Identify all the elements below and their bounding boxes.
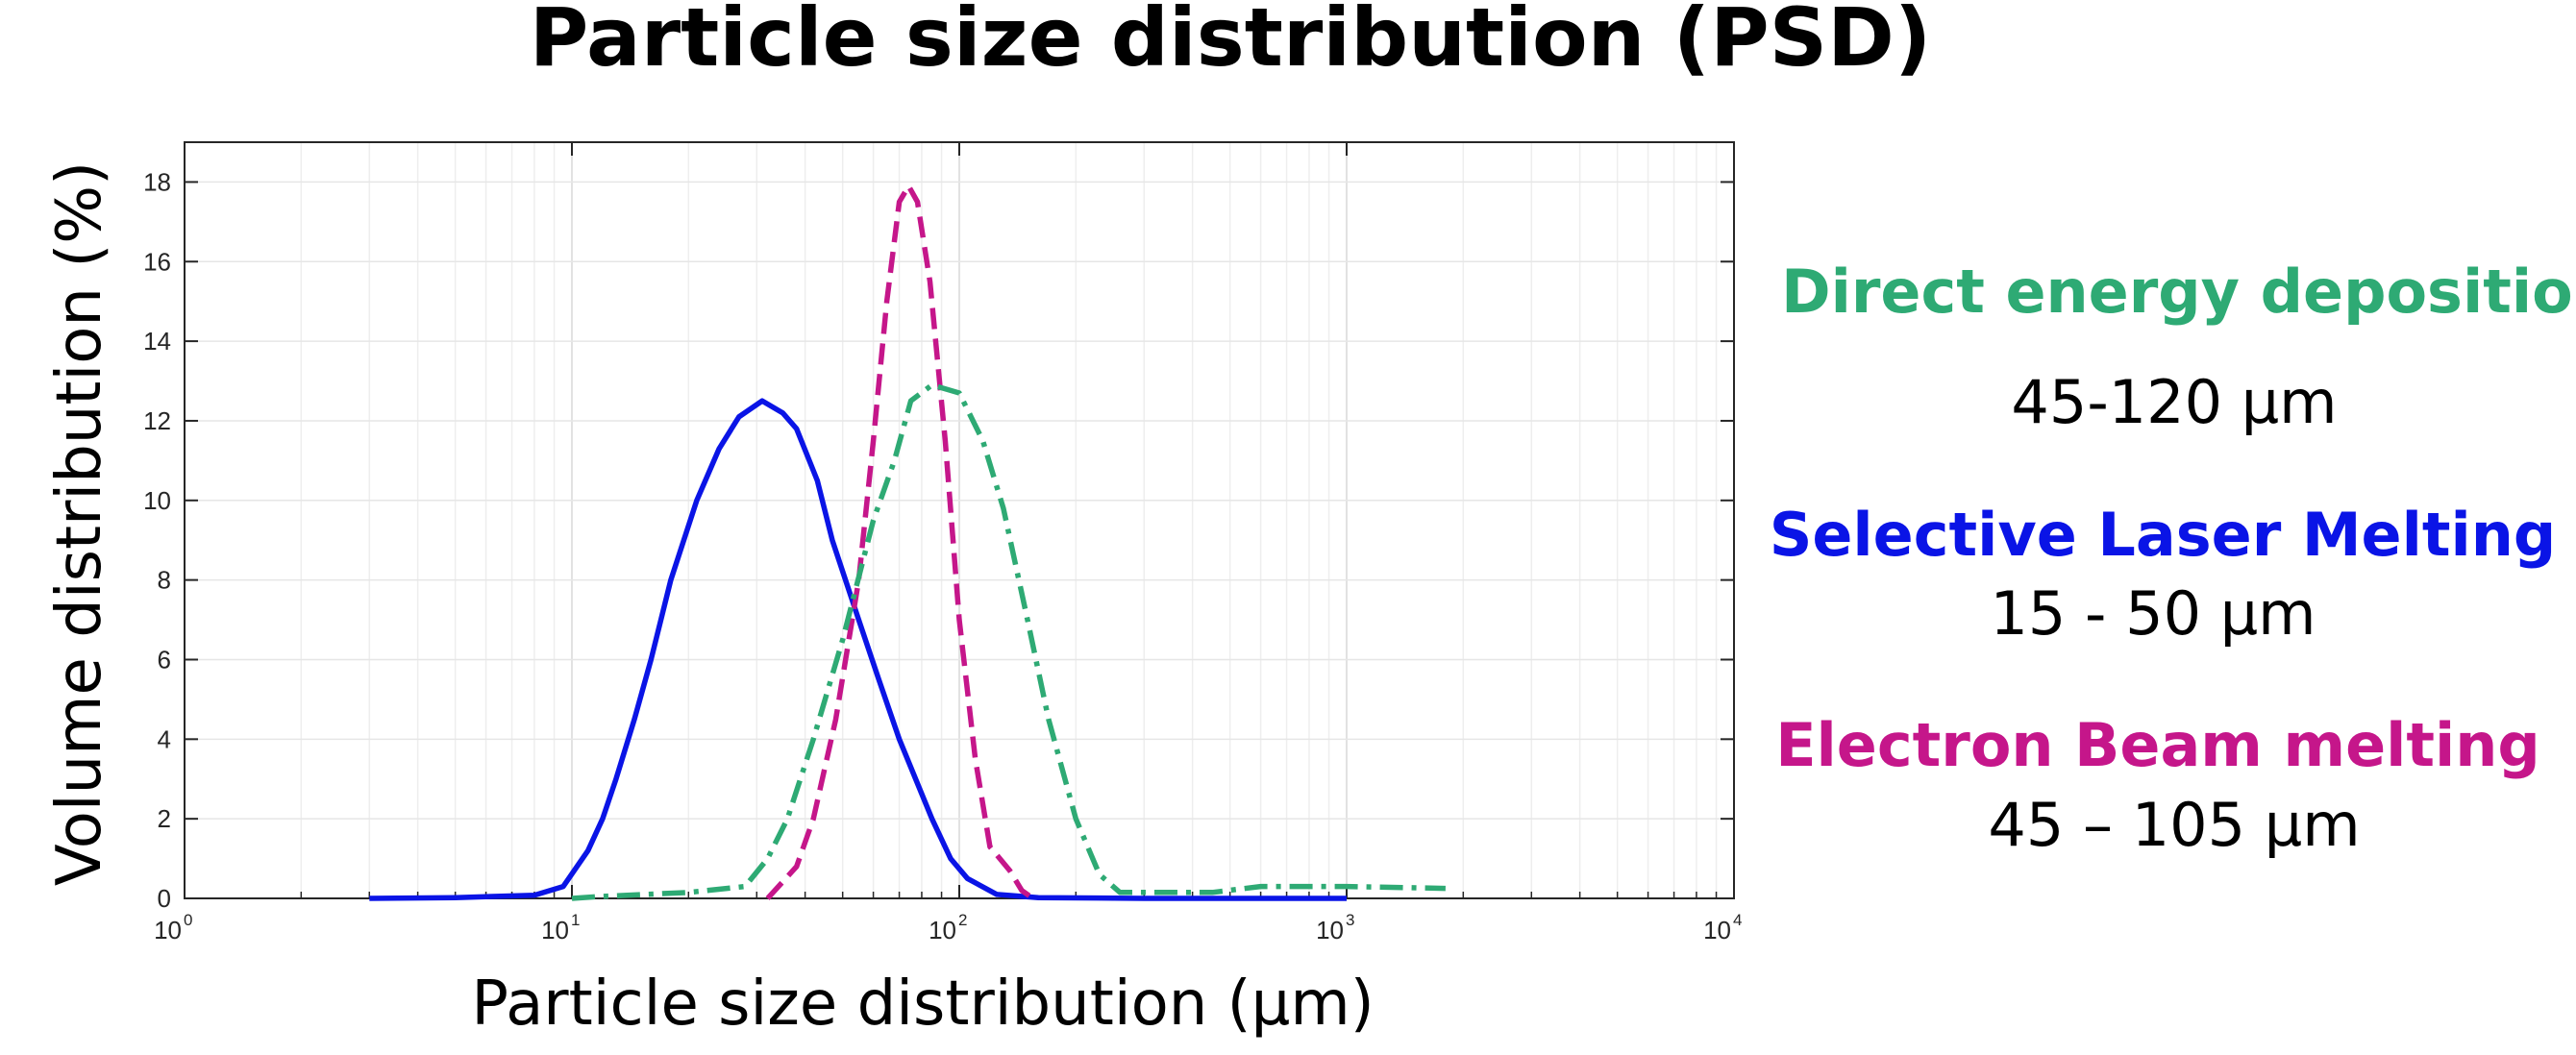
x-tick-label: 10 1 — [541, 911, 580, 945]
y-tick-label: 16 — [143, 247, 171, 276]
y-tick-label: 12 — [143, 406, 171, 435]
legend-series-range: 45 – 105 µm — [1988, 790, 2360, 860]
grid — [185, 142, 1734, 898]
x-tick-label-exponent: 4 — [1733, 911, 1742, 929]
x-tick-label: 10 4 — [1703, 911, 1742, 945]
x-tick-label: 10 0 — [154, 911, 192, 945]
x-tick-label-base: 10 — [929, 916, 956, 945]
legend-series-name: Direct energy deposition — [1781, 257, 2576, 327]
x-axis-ticks: 10 0 10 1 10 2 10 3 10 4 — [154, 142, 1742, 945]
y-tick-label: 18 — [143, 167, 171, 196]
y-axis-label: Volume distribution (%) — [44, 161, 115, 886]
x-tick-label-exponent: 1 — [571, 911, 580, 929]
series-line — [369, 398, 1347, 901]
x-tick-label-exponent: 3 — [1346, 911, 1354, 929]
y-tick-label: 8 — [158, 566, 171, 595]
x-tick-label: 10 3 — [1316, 911, 1354, 945]
x-axis-label: Particle size distribution (µm) — [471, 969, 1374, 1040]
series-line — [765, 183, 1035, 901]
legend-series-range: 45-120 µm — [2011, 367, 2337, 437]
y-tick-label: 10 — [143, 486, 171, 515]
series-line — [571, 381, 1446, 901]
x-tick-label-base: 10 — [154, 916, 182, 945]
legend-series-range: 15 - 50 µm — [1990, 578, 2316, 649]
y-tick-label: 0 — [158, 884, 171, 913]
x-tick-label-exponent: 0 — [184, 911, 192, 929]
legend-series-name: Electron Beam melting — [1775, 710, 2540, 780]
y-tick-label: 6 — [158, 645, 171, 674]
y-tick-label: 2 — [158, 804, 171, 833]
series-lines — [369, 183, 1446, 901]
x-tick-label-exponent: 2 — [958, 911, 967, 929]
y-tick-label: 14 — [143, 327, 171, 356]
y-tick-label: 4 — [158, 724, 171, 753]
y-axis-ticks: 0 2 4 6 8 10 12 14 16 18 — [143, 167, 1734, 913]
x-tick-label-base: 10 — [541, 916, 569, 945]
legend-series-name: Selective Laser Melting — [1770, 500, 2557, 570]
x-tick-label: 10 2 — [929, 911, 967, 945]
x-tick-label-base: 10 — [1703, 916, 1731, 945]
x-tick-label-base: 10 — [1316, 916, 1344, 945]
legend: Direct energy deposition 45-120 µm Selecti… — [1770, 257, 2576, 860]
chart-title: Particle size distribution (PSD) — [530, 0, 1932, 85]
